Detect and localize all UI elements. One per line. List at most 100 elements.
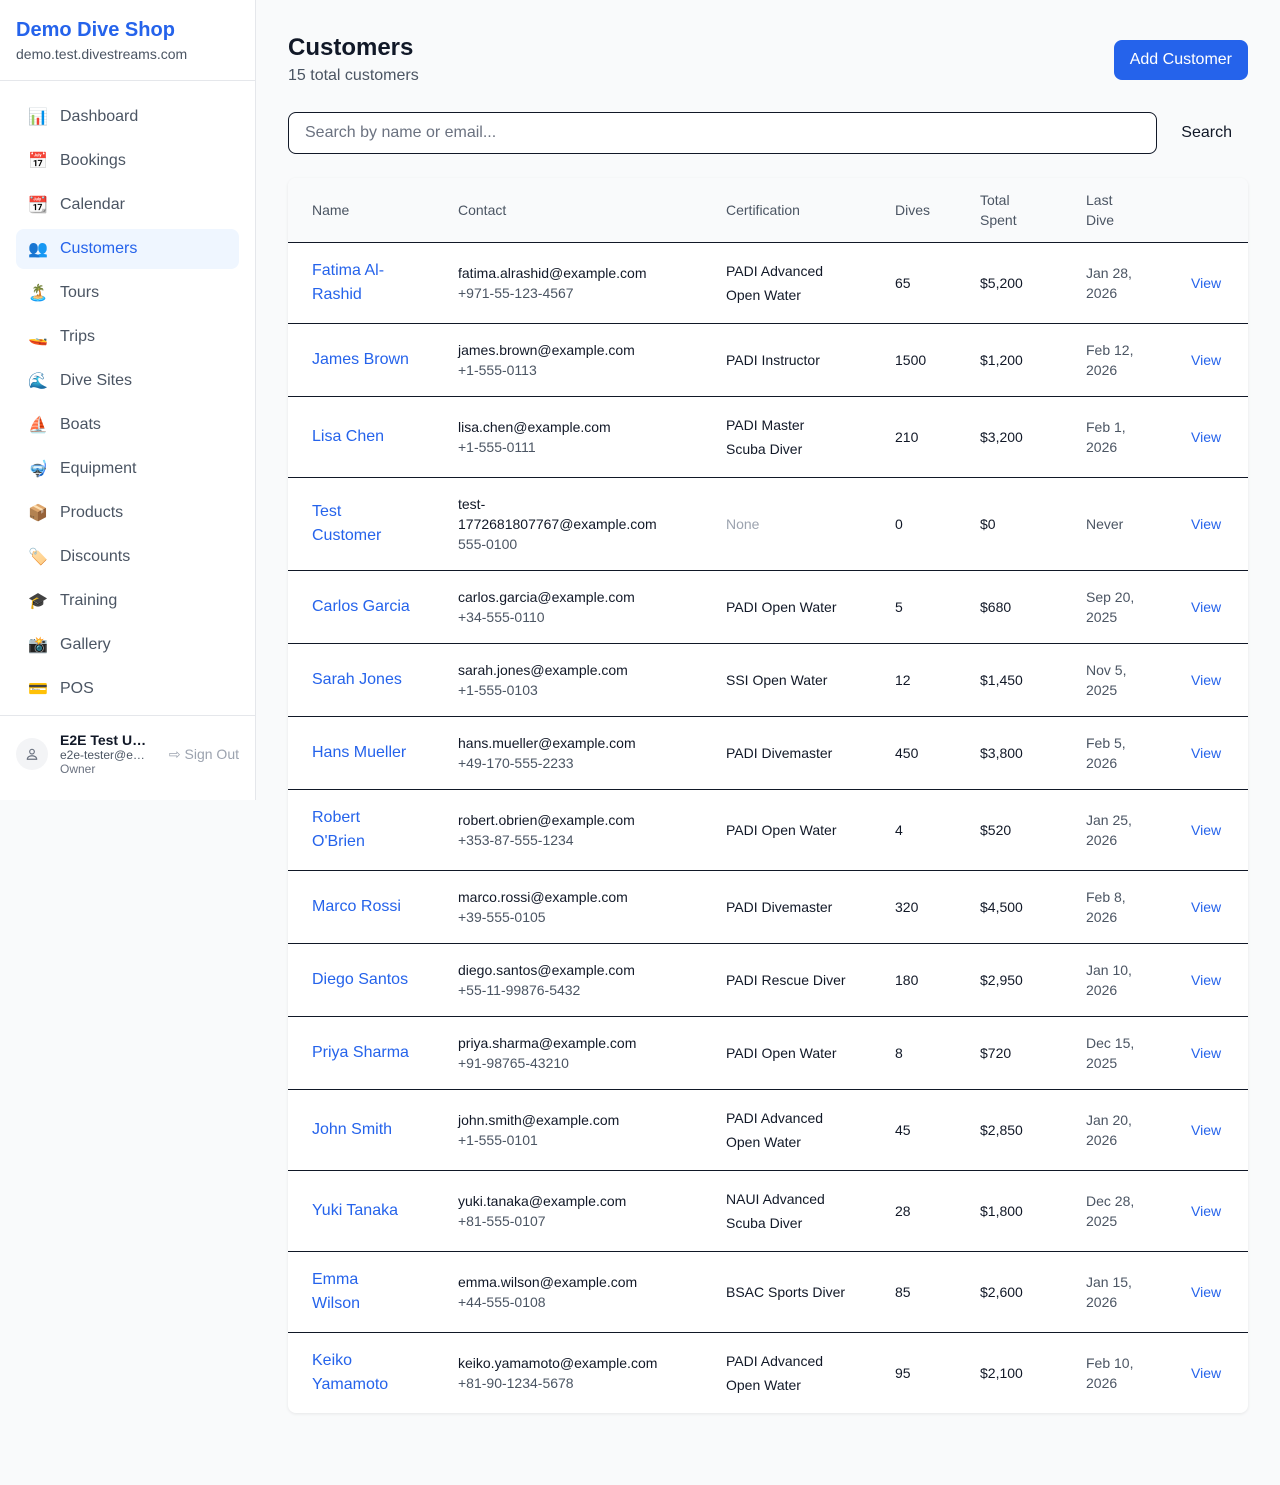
customer-name-link[interactable]: Hans Mueller (312, 744, 407, 761)
island-icon: 🏝️ (28, 285, 48, 302)
certification: PADI Instructor (702, 323, 871, 397)
sidebar-item-label: Tours (60, 284, 100, 301)
sidebar-nav: 📊 Dashboard 📅 Bookings 📆 Calendar 👥 Customers 🏝️… (0, 81, 255, 729)
view-link[interactable]: View (1191, 516, 1222, 532)
customer-name-link[interactable]: Carlos Garcia (312, 598, 410, 615)
table-row: Marco Rossi marco.rossi@example.com +39-5… (288, 870, 1248, 944)
column-header: Contact (434, 178, 702, 243)
customer-email: sarah.jones@example.com (458, 662, 628, 678)
view-link[interactable]: View (1191, 1365, 1222, 1381)
customer-email: keiko.yamamoto@example.com (458, 1355, 658, 1371)
sidebar-item-tours[interactable]: 🏝️ Tours (16, 273, 239, 313)
sidebar-item-gallery[interactable]: 📸 Gallery (16, 625, 239, 665)
customer-email: carlos.garcia@example.com (458, 589, 635, 605)
view-link[interactable]: View (1191, 745, 1222, 761)
sidebar-item-products[interactable]: 📦 Products (16, 493, 239, 533)
sidebar-item-bookings[interactable]: 📅 Bookings (16, 141, 239, 181)
view-link[interactable]: View (1191, 352, 1222, 368)
view-link[interactable]: View (1191, 972, 1222, 988)
dives: 85 (871, 1251, 956, 1333)
customer-email: james.brown@example.com (458, 342, 635, 358)
customer-name-link[interactable]: Test Customer (312, 503, 382, 544)
customer-name-link[interactable]: James Brown (312, 351, 409, 368)
shop-name[interactable]: Demo Dive Shop (16, 19, 175, 41)
total-spent: $4,500 (956, 870, 1062, 944)
last-dive: Jan 28, 2026 (1062, 242, 1167, 324)
certification: PADI Master Scuba Diver (702, 396, 871, 478)
sidebar-item-trips[interactable]: 🚤 Trips (16, 317, 239, 357)
dives: 450 (871, 716, 956, 790)
customer-name-link[interactable]: Emma Wilson (312, 1271, 361, 1312)
add-customer-button[interactable]: Add Customer (1113, 40, 1248, 80)
customer-name-link[interactable]: Robert O'Brien (312, 809, 365, 850)
customer-name-link[interactable]: Fatima Al-Rashid (312, 262, 385, 303)
column-header (1167, 178, 1248, 243)
customer-name-link[interactable]: Yuki Tanaka (312, 1202, 398, 1219)
customer-phone: +1-555-0113 (458, 362, 537, 378)
table-row: Test Customer test-1772681807767@example… (288, 477, 1248, 571)
last-dive: Jan 25, 2026 (1062, 789, 1167, 871)
customer-name-link[interactable]: Marco Rossi (312, 898, 401, 915)
sidebar-item-calendar[interactable]: 📆 Calendar (16, 185, 239, 225)
view-link[interactable]: View (1191, 672, 1222, 688)
dives: 95 (895, 1365, 911, 1381)
customer-phone: +81-555-0107 (458, 1213, 546, 1229)
customer-email: fatima.alrashid@example.com (458, 265, 647, 281)
view-link[interactable]: View (1191, 822, 1222, 838)
view-link[interactable]: View (1191, 429, 1222, 445)
certification: NAUI Advanced Scuba Diver (702, 1170, 871, 1252)
customer-phone: +1-555-0103 (458, 682, 538, 698)
people-icon: 👥 (28, 241, 48, 258)
table-row: Lisa Chen lisa.chen@example.com +1-555-01… (288, 396, 1248, 478)
search-input[interactable] (288, 112, 1158, 154)
customer-name-link[interactable]: Lisa Chen (312, 428, 385, 445)
customer-phone: +1-555-0101 (458, 1132, 538, 1148)
view-link[interactable]: View (1191, 899, 1222, 915)
dives: 65 (871, 242, 956, 324)
customer-name-link[interactable]: Sarah Jones (312, 671, 402, 688)
view-link[interactable]: View (1191, 1203, 1222, 1219)
view-link[interactable]: View (1191, 275, 1222, 291)
view-link[interactable]: View (1191, 1045, 1222, 1061)
package-icon: 📦 (28, 505, 48, 522)
total-spent: $2,100 (980, 1365, 1023, 1381)
dives: 320 (871, 870, 956, 944)
user-email: e2e-tester@example.com (60, 748, 148, 762)
customer-phone: +971-55-123-4567 (458, 285, 574, 301)
certification: PADI Open Water (702, 1016, 871, 1090)
view-link[interactable]: View (1191, 1122, 1222, 1138)
customer-name-link[interactable]: Keiko Yamamoto (312, 1352, 389, 1393)
customers-table: Name Contact Certification Dives Total Spent… (288, 178, 1248, 1413)
table-row: Robert O'Brien robert.obrien@example.com… (288, 789, 1248, 871)
sidebar-item-pos[interactable]: 💳 POS (16, 669, 239, 709)
table-row: James Brown james.brown@example.com +1-55… (288, 323, 1248, 397)
sidebar-item-label: Dive Sites (60, 372, 133, 389)
sidebar-item-label: Training (60, 592, 118, 609)
customer-name-link[interactable]: Priya Sharma (312, 1044, 409, 1061)
customer-name-link[interactable]: Diego Santos (312, 971, 409, 988)
sidebar-item-label: Trips (60, 328, 95, 345)
sidebar-item-label: Products (60, 504, 124, 521)
view-link[interactable]: View (1191, 1284, 1222, 1300)
sidebar-item-label: POS (60, 680, 94, 697)
sign-out-button[interactable]: ⇨ Sign Out (169, 746, 239, 763)
table-row: Priya Sharma priya.sharma@example.com +91… (288, 1016, 1248, 1090)
last-dive: Feb 5, 2026 (1062, 716, 1167, 790)
sidebar-item-dashboard[interactable]: 📊 Dashboard (16, 97, 239, 137)
total-spent: $1,450 (956, 643, 1062, 717)
dives: 4 (871, 789, 956, 871)
bar-chart-icon: 📊 (28, 109, 48, 126)
sidebar-item-discounts[interactable]: 🏷️ Discounts (16, 537, 239, 577)
sidebar-item-training[interactable]: 🎓 Training (16, 581, 239, 621)
sidebar-item-dive-sites[interactable]: 🌊 Dive Sites (16, 361, 239, 401)
total-spent: $680 (956, 570, 1062, 644)
customer-phone: +55-11-99876-5432 (458, 982, 581, 998)
view-link[interactable]: View (1191, 599, 1222, 615)
sidebar-item-customers[interactable]: 👥 Customers (16, 229, 239, 269)
search-button[interactable]: Search (1157, 124, 1248, 142)
sidebar-item-boats[interactable]: ⛵ Boats (16, 405, 239, 445)
sidebar-item-equipment[interactable]: 🤿 Equipment (16, 449, 239, 489)
customer-name-link[interactable]: John Smith (312, 1121, 393, 1138)
total-spent: $1,200 (956, 323, 1062, 397)
customer-email: john.smith@example.com (458, 1112, 620, 1128)
